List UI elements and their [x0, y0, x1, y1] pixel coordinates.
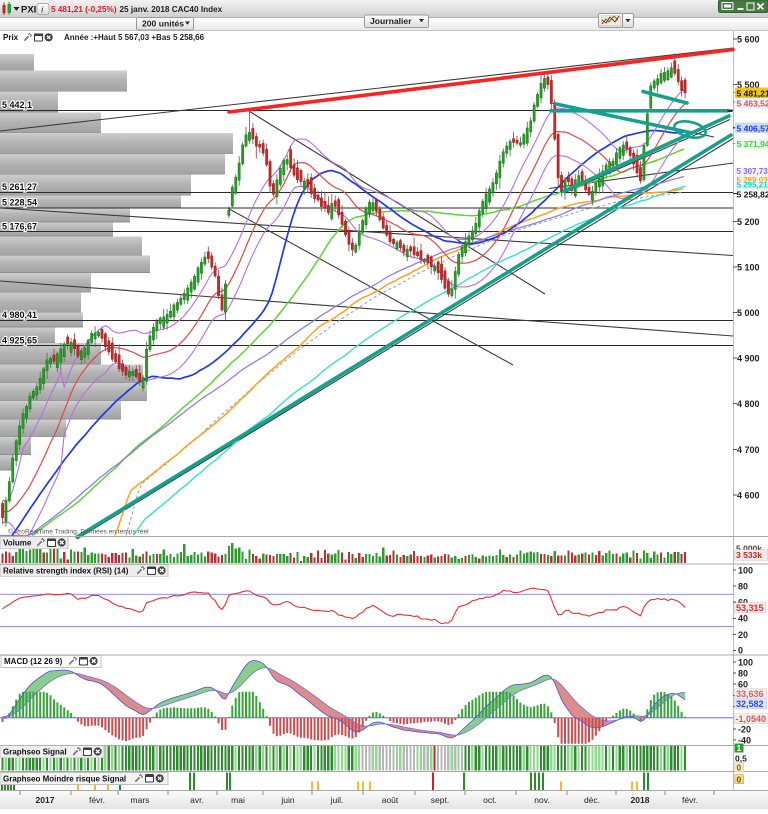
- svg-text:4 980,41: 4 980,41: [2, 310, 37, 320]
- svg-text:-1,0540: -1,0540: [736, 714, 767, 724]
- svg-text:Graphseo Moindre risque Signal: Graphseo Moindre risque Signal: [3, 774, 126, 783]
- svg-text:0: 0: [737, 774, 742, 784]
- svg-text:© ProRealTime Trading. Données: © ProRealTime Trading. Données en temps …: [8, 528, 149, 536]
- svg-text:Journalier: Journalier: [370, 16, 412, 26]
- svg-text:53,315: 53,315: [736, 603, 764, 613]
- svg-text:févr.: févr.: [89, 795, 105, 805]
- svg-text:1: 1: [737, 743, 742, 753]
- svg-text:Relative strength index (RSI): Relative strength index (RSI) (14): [3, 567, 129, 576]
- svg-text:mars: mars: [131, 795, 150, 805]
- svg-text:nov.: nov.: [534, 795, 549, 805]
- svg-text:août: août: [382, 795, 399, 805]
- svg-text:MACD (12 26 9): MACD (12 26 9): [4, 657, 63, 666]
- svg-text:5 200: 5 200: [737, 217, 760, 227]
- svg-text:5 176,67: 5 176,67: [2, 221, 37, 231]
- svg-text:5 000: 5 000: [737, 308, 760, 318]
- svg-text:oct.: oct.: [483, 795, 497, 805]
- svg-text:5 100: 5 100: [737, 262, 760, 272]
- svg-text:2018: 2018: [631, 795, 650, 805]
- svg-text:5 307,73: 5 307,73: [737, 167, 768, 176]
- svg-text:4 900: 4 900: [737, 354, 760, 364]
- svg-text:80: 80: [738, 582, 748, 592]
- svg-text:40: 40: [738, 614, 748, 624]
- svg-text:PXI: PXI: [21, 5, 36, 16]
- svg-text:4 800: 4 800: [737, 399, 760, 409]
- svg-text:33,636: 33,636: [736, 689, 764, 699]
- svg-text:juin: juin: [280, 795, 295, 805]
- svg-text:Année :+Haut 5 567,03 +Bas 5 2: Année :+Haut 5 567,03 +Bas 5 258,66: [64, 33, 205, 42]
- svg-text:sept.: sept.: [431, 795, 449, 805]
- svg-text:32,582: 32,582: [736, 699, 764, 709]
- svg-text:3 533k: 3 533k: [736, 550, 762, 560]
- svg-text:2017: 2017: [36, 795, 55, 805]
- svg-text:5 600: 5 600: [737, 35, 760, 45]
- svg-text:déc.: déc.: [584, 795, 600, 805]
- svg-text:Volume: Volume: [3, 539, 32, 548]
- svg-text:4 700: 4 700: [737, 445, 760, 455]
- svg-text:Prix: Prix: [3, 33, 19, 42]
- svg-text:5 442,1: 5 442,1: [2, 100, 32, 110]
- svg-text:Graphseo Signal: Graphseo Signal: [3, 748, 67, 757]
- svg-text:4 600: 4 600: [737, 490, 760, 500]
- svg-text:100: 100: [738, 566, 753, 576]
- svg-text:févr.: févr.: [682, 795, 698, 805]
- svg-text:5 261,27: 5 261,27: [2, 182, 37, 192]
- svg-text:20: 20: [738, 630, 748, 640]
- svg-text:5 371,94: 5 371,94: [737, 139, 768, 149]
- svg-text:100: 100: [738, 657, 753, 667]
- svg-text:5 406,57: 5 406,57: [737, 123, 768, 133]
- svg-text:avr.: avr.: [190, 795, 204, 805]
- svg-text:80: 80: [738, 669, 748, 679]
- svg-text:mai: mai: [231, 795, 245, 805]
- svg-text:0: 0: [738, 646, 743, 656]
- svg-text:5 258,82: 5 258,82: [737, 189, 768, 199]
- svg-text:5 295,21: 5 295,21: [737, 181, 768, 190]
- svg-text:5 463,52: 5 463,52: [737, 98, 768, 108]
- svg-text:25 janv. 2018 CAC40 Index: 25 janv. 2018 CAC40 Index: [120, 5, 223, 14]
- svg-text:4 925,65: 4 925,65: [2, 335, 37, 345]
- svg-text:5 228,54: 5 228,54: [2, 198, 37, 208]
- svg-text:5 481,21: 5 481,21: [737, 88, 768, 98]
- svg-text:5 481,21 (-0,25%): 5 481,21 (-0,25%): [51, 5, 117, 14]
- svg-text:juil.: juil.: [330, 795, 344, 805]
- svg-text:200 unités: 200 unités: [142, 19, 184, 29]
- svg-text:-20: -20: [738, 725, 751, 735]
- svg-text:0: 0: [737, 762, 742, 772]
